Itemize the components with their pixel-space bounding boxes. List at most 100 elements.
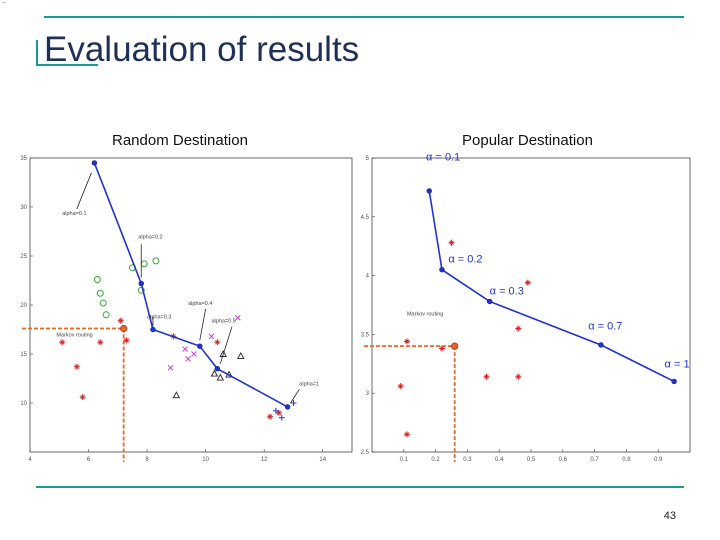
chart1-star-stroke <box>398 383 403 389</box>
chart1-star-stroke <box>439 346 445 351</box>
chart1-x-tick-label: 0.7 <box>590 457 599 463</box>
chart0-magenta-x-point <box>191 351 197 357</box>
chart0-x-stroke <box>208 333 215 340</box>
chart1-y-tick-label: 3.5 <box>361 332 370 338</box>
chart1-x-tick-label: 0.1 <box>400 457 409 463</box>
chart0-x-stroke <box>234 314 241 321</box>
chart1-star-stroke <box>515 326 521 331</box>
chart1-y-tick-label: 2.5 <box>361 450 370 456</box>
chart0-blue-plus-point <box>278 414 285 421</box>
title-left-rule <box>36 40 38 66</box>
chart0-star-stroke <box>118 318 124 323</box>
chart1-y-tick-label: 4.5 <box>361 215 370 221</box>
chart1-y-tick-label: 5 <box>366 156 370 162</box>
chart0-plot-area <box>29 157 353 453</box>
caption-random-destination: Random Destination <box>112 132 248 149</box>
chart1-x-tick-label: 0.8 <box>622 457 631 463</box>
chart0-x-tick-label: 12 <box>261 457 268 463</box>
chart0-triangle-point <box>219 350 227 357</box>
chart0-annotation-arrow <box>290 389 300 404</box>
chart1-x-tick-label: 0.2 <box>431 457 440 463</box>
chart1-markov-point <box>451 342 459 350</box>
chart1-red-star-point <box>403 431 410 438</box>
chart1-annotation: α = 0.1 <box>426 151 460 163</box>
chart0-green-circle-point <box>152 257 160 265</box>
chart1-y-tick-label: 3 <box>366 391 370 397</box>
chart0-y-tick-label: 30 <box>20 205 27 211</box>
chart0-red-star-point <box>267 413 274 420</box>
chart1-red-star-point <box>397 383 404 390</box>
chart0-annotation: alpha=0.4 <box>188 301 212 307</box>
top-rule <box>44 16 684 18</box>
chart0-magenta-x-point <box>234 314 241 321</box>
chart0-annotation: alpha=0.1 <box>62 211 86 217</box>
chart0-star-stroke <box>74 364 80 370</box>
chart0-x-tick-label: 10 <box>202 457 209 463</box>
chart0-annotation-arrow <box>76 172 92 210</box>
slide-title: Evaluation of results <box>44 30 360 68</box>
chart1-series-point <box>439 267 445 273</box>
chart0-x-tick-label: 14 <box>319 457 326 463</box>
chart0-series-point <box>150 326 156 333</box>
chart0-star-stroke <box>80 394 85 400</box>
chart0-triangle-point <box>172 391 181 399</box>
chart0-y-tick-label: 20 <box>20 303 27 309</box>
chart0-annotation: alpha=0.2 <box>138 234 162 240</box>
chart1-star-stroke <box>484 374 489 380</box>
chart1-annotation: α = 0.7 <box>588 321 622 333</box>
chart0-star-stroke <box>276 410 282 416</box>
chart1-x-tick-label: 0.4 <box>495 457 504 463</box>
chart0-annotation: Markov routing <box>56 332 92 338</box>
chart0-green-circle-point <box>99 299 107 307</box>
chart1-star-stroke <box>449 240 454 245</box>
chart1-red-star-point <box>524 279 531 286</box>
chart0-y-tick-label: 25 <box>20 254 27 260</box>
chart0-red-star-point <box>97 339 104 346</box>
chart1-annotation: Markov routing <box>407 312 443 318</box>
chart0-magenta-x-point <box>208 333 215 340</box>
chart0-red-star-point <box>123 337 130 344</box>
chart0-annotation-arrow <box>199 308 207 341</box>
chart0-x-stroke <box>167 364 174 371</box>
chart0-magenta-x-point <box>182 346 188 352</box>
chart0-star-stroke <box>59 339 65 345</box>
chart0-triangle-point <box>216 373 225 381</box>
corner-mark: ''' <box>2 2 5 8</box>
chart0-annotation-arrow <box>219 326 233 364</box>
chart1-annotation: α = 0.2 <box>448 254 482 266</box>
chart0-annotation: alpha=0.3 <box>147 315 171 321</box>
chart0-star-stroke <box>215 339 220 345</box>
chart0-blue-plus-point <box>290 400 297 406</box>
chart0-triangle-point <box>210 369 219 377</box>
chart0-blue-plus-point <box>272 407 279 414</box>
chart1-red-star-point <box>438 345 445 352</box>
chart0-green-circle-point <box>102 311 110 319</box>
chart0-series-line <box>93 162 288 408</box>
chart0-red-star-point <box>79 394 86 401</box>
chart0-triangle-point <box>237 352 245 359</box>
chart0-red-star-point <box>214 339 221 346</box>
chart0-x-stroke <box>185 356 191 362</box>
chart0-x-stroke <box>191 351 197 357</box>
chart0-x-stroke <box>182 346 188 352</box>
chart1-red-star-point <box>515 373 522 380</box>
chart1-red-star-point <box>483 373 490 380</box>
chart0-magenta-x-point <box>185 356 191 362</box>
chart1-series-point <box>671 378 677 385</box>
chart0-green-circle-point <box>96 289 104 297</box>
chart1-red-star-point <box>515 325 522 332</box>
chart0-green-circle-point <box>93 276 101 284</box>
chart1-plot-area <box>371 157 691 453</box>
chart0-series-point <box>91 160 98 166</box>
chart0-y-tick-label: 35 <box>20 156 27 162</box>
chart0-red-star-point <box>59 339 66 346</box>
chart0-magenta-x-point <box>167 364 174 371</box>
chart1-x-tick-label: 0.5 <box>527 457 536 463</box>
chart1-series-point <box>598 342 604 348</box>
chart0-star-stroke <box>97 339 103 345</box>
bottom-rule <box>36 486 684 488</box>
chart0-star-stroke <box>267 414 273 420</box>
chart1-star-stroke <box>404 432 410 437</box>
caption-popular-destination: Popular Destination <box>462 132 593 149</box>
